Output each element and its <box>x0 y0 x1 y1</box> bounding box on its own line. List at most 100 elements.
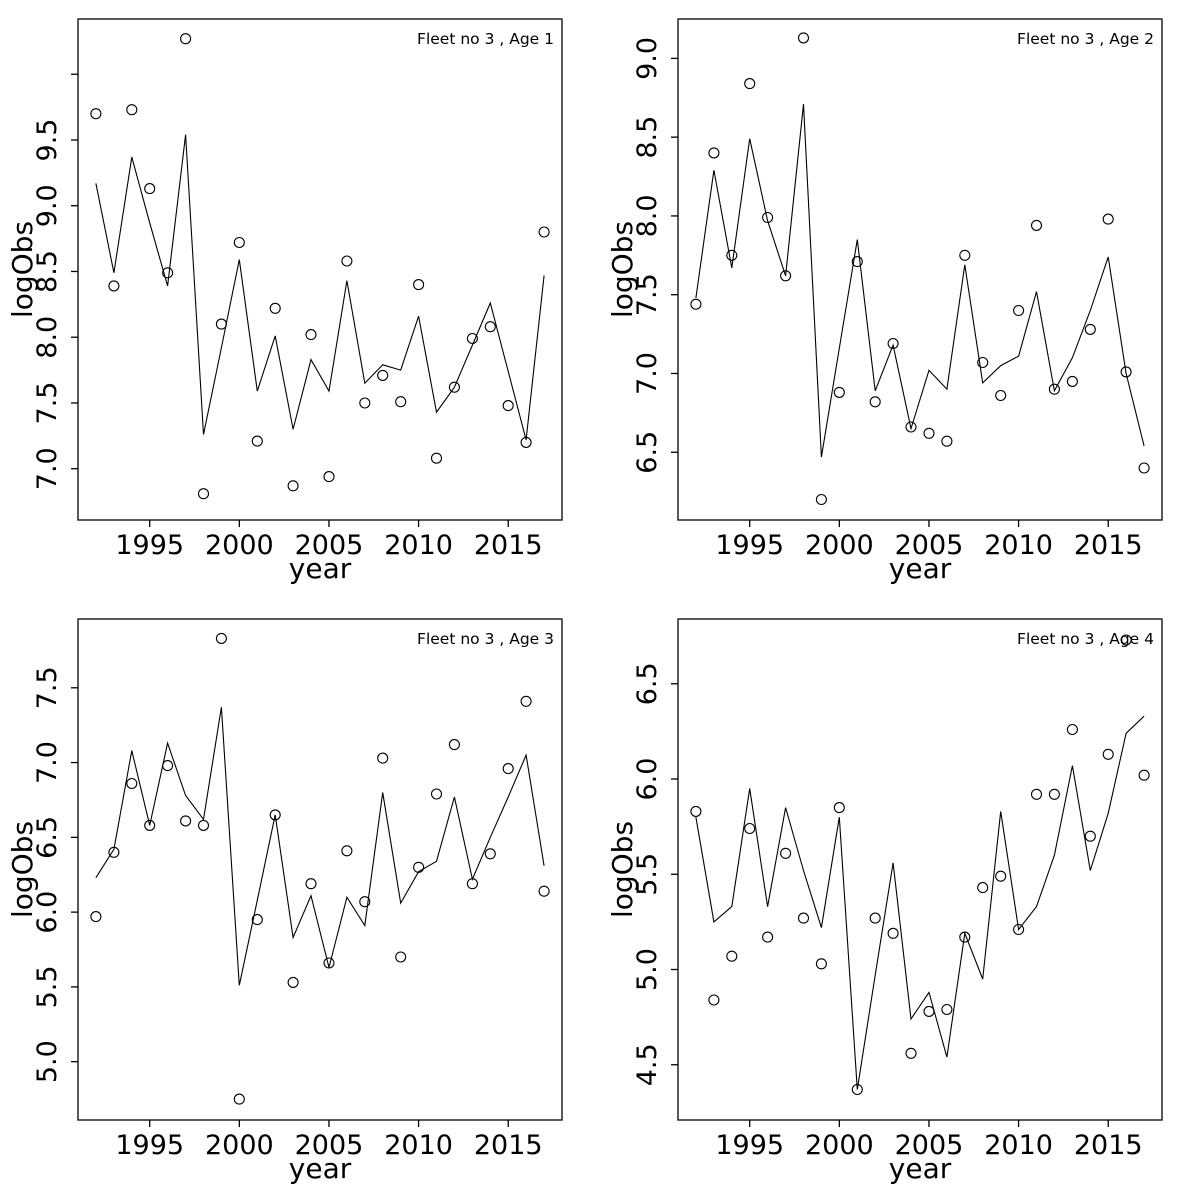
x-tick-label: 2005 <box>895 530 964 561</box>
observed-point <box>887 337 899 350</box>
observed-point <box>905 1047 917 1059</box>
observed-point <box>197 488 210 500</box>
x-tick-label: 2000 <box>205 1130 274 1161</box>
observed-point <box>251 435 263 447</box>
observed-point <box>538 226 550 238</box>
observed-point <box>448 381 460 393</box>
observed-point <box>359 397 371 409</box>
observed-point <box>1066 375 1078 387</box>
y-tick-label: 7.5 <box>32 666 63 709</box>
observed-point <box>430 788 443 800</box>
observed-point <box>538 885 550 897</box>
y-axis-title: logObs <box>606 221 639 318</box>
plot-box <box>677 618 1163 1121</box>
observed-point <box>780 847 792 859</box>
observed-point <box>466 332 478 345</box>
y-tick-label: 9.0 <box>32 184 63 227</box>
observed-point <box>1084 830 1096 842</box>
observed-point <box>869 396 881 408</box>
observed-point <box>941 435 953 447</box>
x-axis-title: year <box>289 1152 352 1185</box>
x-tick-label: 2010 <box>984 530 1053 561</box>
panel-age-3: 1995 2000 2005 2010 2015 5.0 5.5 6.0 6.5 7.0 7.5 Fl… <box>0 600 600 1200</box>
y-tick-label: 7.0 <box>32 741 63 784</box>
y-tick-label: 7.5 <box>32 381 63 424</box>
observed-point <box>395 396 407 408</box>
plot-box <box>77 618 563 1121</box>
observed-point <box>869 912 881 924</box>
observed-point <box>197 819 210 831</box>
observed-point <box>995 389 1007 402</box>
panel-age-2: 1995 2000 2005 2010 2015 6.5 7.0 7.5 8.0 8.5 9.0 Fl… <box>600 0 1200 600</box>
observed-point <box>690 298 702 310</box>
chart-age-4: 1995 2000 2005 2010 2015 4.5 5.0 5.5 6.0 6.5 Fleet… <box>606 618 1163 1185</box>
observed-point <box>1048 383 1060 395</box>
y-tick-label: 6.5 <box>632 662 663 705</box>
observed-point <box>797 32 810 44</box>
fitted-line <box>695 104 1145 458</box>
observed-point <box>341 845 353 857</box>
x-tick-label: 1995 <box>115 530 184 561</box>
x-tick-label: 2015 <box>1074 530 1143 561</box>
x-tick-label: 2015 <box>474 530 543 561</box>
observed-point <box>923 1005 935 1017</box>
observed-point <box>959 249 971 261</box>
observed-point <box>1120 366 1132 378</box>
y-tick-label: 6.0 <box>632 758 663 801</box>
observed-point <box>1138 769 1150 781</box>
observed-point <box>520 695 532 707</box>
observed-point <box>995 870 1007 882</box>
observed-point <box>90 108 102 120</box>
observed-point <box>1013 304 1025 317</box>
y-tick-label: 7.5 <box>632 273 663 316</box>
observed-point <box>413 861 425 873</box>
observed-point <box>162 760 174 772</box>
panel-title: Fleet no 3 , Age 3 <box>417 630 554 648</box>
x-tick-label: 1995 <box>715 530 784 561</box>
observed-point <box>744 78 756 90</box>
observed-point <box>905 421 917 433</box>
x-tick-label: 1995 <box>715 1130 784 1161</box>
y-tick-label: 8.0 <box>632 194 663 237</box>
observed-point <box>1048 788 1060 800</box>
observed-point <box>1030 219 1043 231</box>
observed-point <box>269 302 281 314</box>
x-axis-title: year <box>889 552 952 585</box>
observed-point <box>762 931 774 943</box>
observed-point <box>323 957 335 969</box>
y-tick-label: 6.5 <box>632 431 663 474</box>
fitted-line <box>695 715 1145 1090</box>
observed-point <box>1120 634 1132 646</box>
observed-point <box>726 249 738 261</box>
plot-box <box>677 18 1163 521</box>
x-tick-label: 2000 <box>805 1130 874 1161</box>
observed-point <box>126 777 138 790</box>
observed-point <box>90 911 102 923</box>
observed-point <box>797 912 810 924</box>
observed-point <box>815 493 827 506</box>
y-tick-label: 5.5 <box>632 853 663 896</box>
observed-point <box>690 805 702 817</box>
y-tick-label: 5.0 <box>32 1040 63 1083</box>
observed-point <box>1084 323 1096 335</box>
observed-point <box>215 632 227 644</box>
chart-age-2: 1995 2000 2005 2010 2015 6.5 7.0 7.5 8.0 8.5 9.0 Fl… <box>606 18 1163 585</box>
chart-age-3: 1995 2000 2005 2010 2015 5.0 5.5 6.0 6.5 7.0 7.5 Fl… <box>6 618 563 1185</box>
observed-point <box>1102 748 1114 760</box>
panel-title: Fleet no 3 , Age 1 <box>417 30 554 48</box>
observed-point <box>323 471 335 483</box>
panel-age-4: 1995 2000 2005 2010 2015 4.5 5.0 5.5 6.0 6.5 Fleet… <box>600 600 1200 1200</box>
x-tick-label: 2010 <box>384 1130 453 1161</box>
plot-box <box>77 18 563 521</box>
observed-point <box>144 819 156 831</box>
y-tick-label: 9.0 <box>632 37 663 80</box>
y-tick-label: 9.5 <box>32 118 63 161</box>
observed-point <box>269 809 281 821</box>
observed-point <box>833 386 845 398</box>
observed-point <box>305 878 317 890</box>
y-tick-label: 8.0 <box>32 316 63 359</box>
observed-point <box>484 848 496 860</box>
observed-point <box>977 356 989 369</box>
observed-point <box>377 752 389 764</box>
observed-point <box>744 822 756 835</box>
